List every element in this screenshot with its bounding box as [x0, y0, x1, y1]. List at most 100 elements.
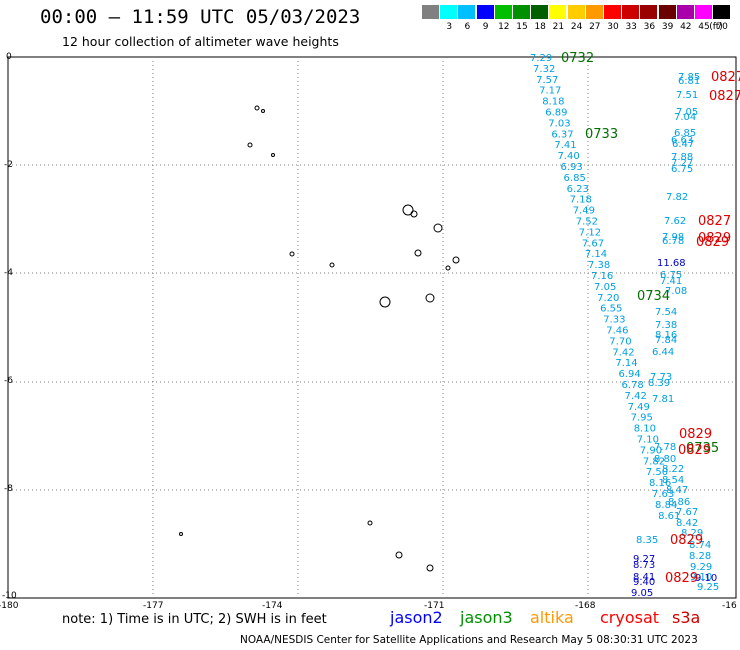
swh-value: 8.80 — [654, 454, 676, 465]
swh-value: 8.16 — [649, 478, 671, 489]
island-outline — [433, 223, 443, 233]
footer-note: note: 1) Time is in UTC; 2) SWH is in fe… — [62, 612, 327, 627]
swh-value: 6.78 — [662, 236, 684, 247]
swh-value: 7.14 — [585, 249, 607, 260]
island-outline — [254, 105, 260, 111]
swh-value-jason2: 9.05 — [631, 588, 653, 599]
swh-value: 7.32 — [533, 64, 555, 75]
pass-time-label: 0733 — [585, 127, 618, 142]
pass-time-label: 0732 — [561, 51, 594, 66]
color-scale-label: 33 — [625, 22, 637, 32]
island-outline — [261, 109, 265, 113]
swh-value: 8.74 — [689, 540, 711, 551]
island-outline — [271, 153, 275, 157]
swh-value-jason2: 9.40 — [633, 577, 655, 588]
color-scale-label: 39 — [661, 22, 674, 32]
swh-value: 7.05 — [594, 282, 616, 293]
color-scale-label: 45 — [698, 22, 710, 32]
x-tick-label: -174 — [262, 601, 283, 611]
swh-value: 9.10 — [690, 572, 712, 583]
island-outline — [426, 564, 434, 572]
color-scale-swatch — [458, 5, 476, 19]
footer-credit: NOAA/NESDIS Center for Satellite Applica… — [240, 634, 698, 646]
x-tick-label: -171 — [424, 601, 445, 611]
swh-value: 7.41 — [554, 140, 576, 151]
swh-value: 6.37 — [551, 129, 573, 140]
swh-value: 6.78 — [622, 380, 644, 391]
pass-time-label: 0829 — [670, 533, 703, 548]
legend-jason3: jason3 — [460, 608, 513, 627]
swh-value: 7.54 — [655, 307, 677, 318]
swh-value: 8.61 — [658, 511, 680, 522]
island-outline — [289, 251, 295, 257]
swh-value: 7.67 — [582, 238, 604, 249]
swh-value-jason2: 9.10 — [695, 573, 717, 584]
swh-value: 8.39 — [648, 378, 670, 389]
pass-time-label: 0829 — [678, 443, 711, 458]
x-tick-label: -180 — [0, 601, 19, 611]
swh-value: 9.25 — [697, 582, 719, 593]
legend-altika: altika — [530, 608, 574, 627]
swh-value: 7.14 — [615, 358, 637, 369]
color-scale-swatch — [494, 5, 512, 19]
island-outline — [395, 551, 403, 559]
y-tick-label: 0 — [6, 52, 12, 62]
swh-value: 7.38 — [655, 320, 677, 331]
y-tick-label: -6 — [4, 376, 13, 386]
swh-value: 6.94 — [618, 369, 640, 380]
swh-value: 7.49 — [573, 206, 595, 217]
color-scale-swatch — [585, 5, 603, 19]
swh-value: 8.16 — [655, 330, 677, 341]
swh-value: 7.16 — [591, 271, 613, 282]
y-tick-label: -2 — [4, 160, 13, 170]
swh-value-jason2: 8.73 — [633, 560, 655, 571]
color-scale-swatch — [713, 5, 731, 19]
swh-value: 6.23 — [567, 184, 589, 195]
swh-value: 7.51 — [676, 90, 698, 101]
swh-value: 7.67 — [676, 507, 698, 518]
color-scale-swatch — [531, 5, 549, 19]
color-scale-label: 6 — [464, 22, 471, 32]
island-outline — [329, 262, 335, 268]
x-tick-label: -168 — [575, 601, 596, 611]
swh-value-jason2: 11.68 — [657, 258, 686, 269]
swh-value: 6.75 — [660, 270, 682, 281]
swh-value: 7.10 — [637, 435, 659, 446]
color-scale-label: 36 — [643, 22, 656, 32]
swh-value: 8.35 — [636, 535, 658, 546]
island-outline — [410, 210, 418, 218]
swh-value: 7.12 — [579, 227, 601, 238]
swh-value: 7.04 — [674, 112, 696, 123]
color-scale-label: 3 — [446, 22, 453, 32]
swh-value-jason2: 8.41 — [633, 572, 655, 583]
swh-value: 8.18 — [542, 97, 564, 108]
swh-value: 7.29 — [530, 53, 552, 64]
swh-value: 7.42 — [612, 347, 634, 358]
color-scale-swatch — [440, 5, 458, 19]
swh-value: 6.85 — [674, 128, 696, 139]
pass-time-label: 0827 — [698, 214, 731, 229]
color-scale-swatch — [676, 5, 694, 19]
swh-value: 7.42 — [625, 391, 647, 402]
map-subtitle: 12 hour collection of altimeter wave hei… — [62, 34, 339, 49]
pass-time-label: 0829 — [698, 231, 731, 246]
swh-value: 6.63 — [671, 135, 693, 146]
swh-value: 8.86 — [668, 497, 690, 508]
swh-value: 7.27 — [671, 158, 693, 169]
swh-value: 7.70 — [609, 336, 631, 347]
swh-value: 7.52 — [576, 217, 598, 228]
color-scale-swatch — [640, 5, 658, 19]
swh-value: 6.47 — [672, 139, 694, 150]
color-scale-swatch — [513, 5, 530, 19]
color-scale-swatch — [549, 5, 567, 19]
swh-value: 8.22 — [662, 464, 684, 475]
color-scale-unit: (ft) — [709, 22, 723, 32]
island-outline — [367, 520, 373, 526]
swh-value: 8.29 — [681, 528, 703, 539]
swh-value: 6.89 — [545, 108, 567, 119]
island-outline — [452, 256, 460, 264]
color-scale-label: 9 — [482, 22, 489, 32]
legend-s3a: s3a — [672, 608, 701, 627]
color-scale-label: 15 — [516, 22, 528, 32]
swh-value: 8.42 — [676, 518, 698, 529]
